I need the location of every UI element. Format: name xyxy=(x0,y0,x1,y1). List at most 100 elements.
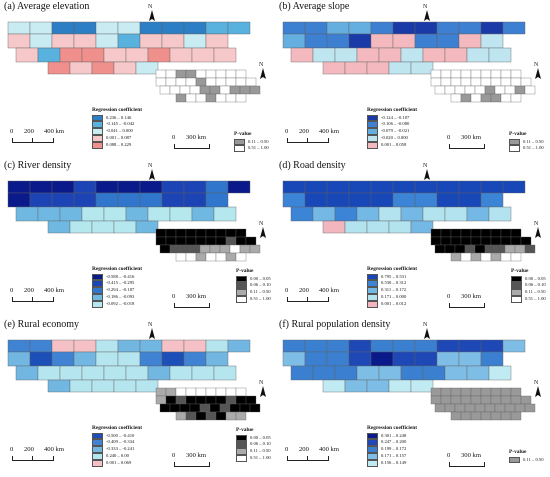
legend-label: 0.001 – 0.012 xyxy=(381,300,407,306)
county-region xyxy=(366,220,390,234)
county-region-pvalue xyxy=(480,77,492,87)
map-panel: (a) Average elevation N N Regression coeffi… xyxy=(0,0,275,159)
county-region xyxy=(348,21,372,35)
county-region xyxy=(370,351,394,367)
legend-swatch xyxy=(367,114,378,122)
county-region-pvalue xyxy=(490,252,502,262)
north-label: N xyxy=(259,221,264,227)
county-region xyxy=(125,206,149,222)
county-region xyxy=(480,21,504,35)
scale-bar: 0 200 400 km xyxy=(10,287,80,303)
legend-swatch xyxy=(92,141,103,149)
county-region-pvalue xyxy=(484,85,496,95)
county-region xyxy=(436,33,460,49)
county-region-pvalue xyxy=(165,236,177,246)
county-region xyxy=(488,365,512,381)
legend-title: Regression coefficient xyxy=(367,107,418,113)
county-region xyxy=(392,339,416,353)
legend-swatch xyxy=(92,128,103,135)
legend-swatch xyxy=(367,432,378,440)
legend-label: 0.156 – 0.149 xyxy=(381,459,407,465)
county-region xyxy=(282,192,306,208)
county-region xyxy=(161,339,185,353)
legend-swatch xyxy=(367,141,378,149)
legend-item: 0.00 – 0.05 xyxy=(236,434,271,442)
legend-swatch xyxy=(236,289,247,296)
county-region xyxy=(29,21,53,35)
north-arrow-icon: N xyxy=(147,163,157,181)
county-region xyxy=(205,339,229,353)
county-region xyxy=(436,21,460,35)
county-region-pvalue xyxy=(209,403,221,413)
county-region xyxy=(161,192,185,208)
county-region xyxy=(29,192,53,208)
scale-bar-tick xyxy=(32,297,33,301)
legend-label: 0.51 – 1.00 xyxy=(523,145,544,151)
county-region xyxy=(91,61,115,75)
county-region-pvalue xyxy=(205,395,217,405)
pvalue-legend: P-value 0.00 – 0.05 0.06 – 0.10 0.11 – 0.50… xyxy=(236,427,271,462)
county-region xyxy=(444,365,468,381)
county-region xyxy=(51,339,75,353)
county-region-pvalue xyxy=(155,228,167,238)
pvalue-map xyxy=(430,228,536,262)
scale-label: 400 km xyxy=(44,128,64,135)
county-region xyxy=(47,379,71,393)
county-region xyxy=(7,192,31,208)
legend-swatch xyxy=(509,138,520,146)
county-region-pvalue xyxy=(440,395,452,405)
scale-label: 300 km xyxy=(461,134,481,141)
county-region xyxy=(502,180,526,194)
legend-swatch xyxy=(367,280,378,288)
county-region-pvalue xyxy=(215,411,227,421)
county-region-pvalue xyxy=(490,93,502,103)
legend-swatch xyxy=(236,454,247,462)
pvalue-map xyxy=(155,387,261,421)
legend-label: 0.11 – 0.50 xyxy=(523,456,544,462)
county-region-pvalue xyxy=(175,77,187,87)
county-region-pvalue xyxy=(229,403,241,413)
county-region-pvalue xyxy=(185,387,197,397)
county-region-pvalue xyxy=(510,252,522,262)
scale-label: 200 xyxy=(299,446,309,453)
county-region-pvalue xyxy=(470,395,482,405)
legend-label: 0.001 – 0.087 xyxy=(106,135,132,141)
county-region xyxy=(344,220,368,234)
county-region xyxy=(227,21,251,35)
legend-label: 0.199 – 0.172 xyxy=(381,446,407,452)
county-region xyxy=(322,61,346,75)
legend-item: 0.00 – 0.05 xyxy=(236,275,271,283)
legend-swatch xyxy=(92,459,103,467)
county-region xyxy=(304,192,328,208)
county-region-pvalue xyxy=(504,85,516,95)
county-region xyxy=(436,180,460,194)
legend-item: 0.171 – 0.157 xyxy=(367,452,417,460)
legend-label: 0.236 – 0.146 xyxy=(106,114,132,120)
county-region xyxy=(103,206,127,222)
county-region xyxy=(422,206,446,222)
county-region-pvalue xyxy=(209,85,221,95)
county-region-pvalue xyxy=(219,244,231,254)
legend-swatch xyxy=(92,287,103,294)
county-region-pvalue xyxy=(209,244,221,254)
county-region xyxy=(356,206,380,222)
county-region xyxy=(227,180,251,194)
county-region-pvalue xyxy=(440,387,452,397)
county-region xyxy=(183,339,207,353)
county-region-pvalue xyxy=(175,252,187,262)
county-region xyxy=(466,206,490,222)
county-region-pvalue xyxy=(480,228,492,238)
panel-title: (d) Road density xyxy=(279,160,346,171)
county-region xyxy=(480,339,504,353)
legend-item: -0.415 – -0.295 xyxy=(92,280,142,288)
county-region xyxy=(466,47,490,63)
county-region-pvalue xyxy=(205,69,217,79)
legend-item: 0.06 – 0.10 xyxy=(236,282,271,290)
county-region-pvalue xyxy=(225,228,237,238)
legend-swatch xyxy=(236,295,247,303)
county-region xyxy=(7,180,31,194)
county-region xyxy=(400,206,424,222)
legend-item: -0.020 – 0.000 xyxy=(367,134,417,142)
legend-item: 0.51 – 1.00 xyxy=(236,454,271,462)
county-region xyxy=(117,33,141,49)
